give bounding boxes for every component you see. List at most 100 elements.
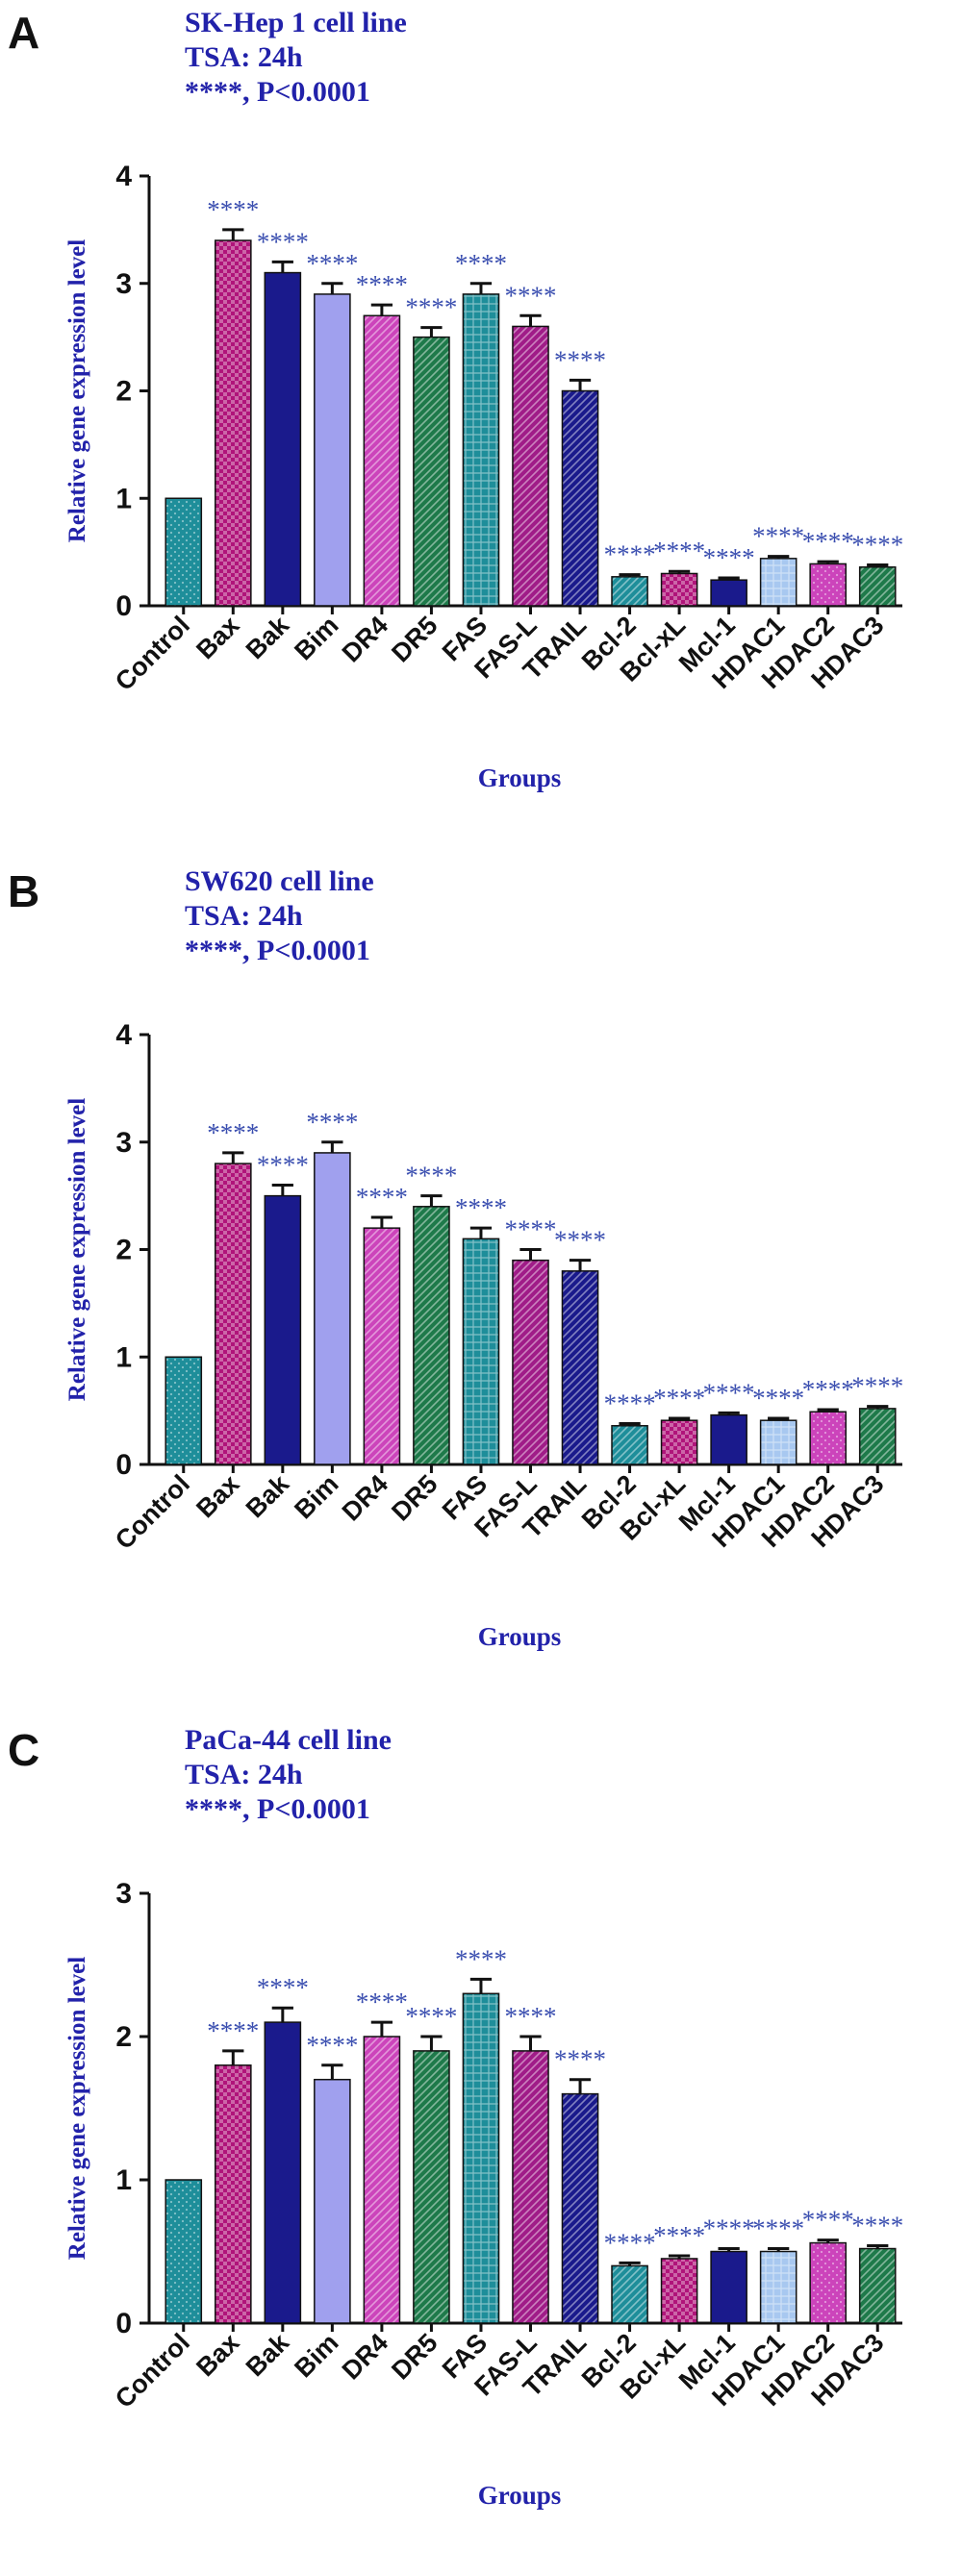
significance-label: **** [653, 2221, 705, 2250]
significance-label: **** [851, 2212, 903, 2240]
bar-bak [265, 273, 300, 606]
chart-title-line: ****, P<0.0001 [185, 1793, 370, 1825]
y-axis-title: Relative gene expression level [64, 1098, 90, 1401]
bar-mcl-1 [711, 2252, 747, 2324]
bar-hdac3 [860, 567, 896, 606]
significance-label: **** [455, 1193, 507, 1222]
category-label: Bak [240, 1468, 295, 1523]
x-axis-title: Groups [478, 763, 562, 792]
y-tick-label: 0 [115, 1449, 132, 1481]
significance-label: **** [554, 2045, 606, 2074]
bar-trail [562, 1271, 597, 1464]
bar-hdac1 [761, 559, 797, 606]
category-label: Bak [240, 2327, 295, 2382]
x-axis-title: Groups [478, 1622, 562, 1651]
bar-fas [463, 1238, 498, 1464]
category-label: Bax [190, 2328, 244, 2382]
significance-label: **** [356, 1183, 408, 1212]
category-label: Bax [190, 1469, 244, 1523]
significance-label: **** [306, 249, 358, 278]
significance-label: **** [356, 270, 408, 299]
chart-title-line: ****, P<0.0001 [185, 935, 370, 966]
significance-label: **** [455, 1944, 507, 1973]
bar-bim [315, 2080, 350, 2323]
category-label: Bim [289, 2328, 343, 2383]
significance-label: **** [306, 1108, 358, 1137]
y-tick-label: 2 [115, 376, 132, 408]
category-label: DR5 [386, 2328, 443, 2385]
significance-label: **** [851, 1372, 903, 1401]
bar-hdac1 [761, 1420, 797, 1464]
bar-fas [463, 1993, 498, 2323]
significance-label: **** [752, 2214, 804, 2243]
significance-label: **** [554, 345, 606, 374]
significance-label: **** [604, 2228, 656, 2257]
bar-hdac3 [860, 2249, 896, 2323]
y-tick-label: 0 [115, 2308, 132, 2339]
significance-label: **** [505, 281, 557, 310]
bar-dr4 [364, 315, 399, 606]
x-axis-title: Groups [478, 2481, 562, 2510]
significance-label: **** [505, 1215, 557, 1244]
bar-bcl-xl [662, 1420, 697, 1464]
significance-label: **** [752, 1384, 804, 1413]
bar-mcl-1 [711, 580, 747, 606]
category-label: DR5 [386, 611, 443, 667]
category-label: Control [110, 611, 195, 696]
bar-hdac3 [860, 1409, 896, 1464]
significance-label: **** [653, 1384, 705, 1413]
bar-dr4 [364, 2037, 399, 2323]
y-tick-label: 2 [115, 1235, 132, 1266]
bar-hdac1 [761, 2252, 797, 2324]
significance-label: **** [207, 1118, 259, 1147]
significance-label: **** [802, 1375, 854, 1404]
panel-label: C [8, 1725, 39, 1775]
bar-bim [315, 294, 350, 606]
y-tick-label: 3 [115, 1127, 132, 1159]
category-label: Bim [289, 1469, 343, 1524]
significance-label: **** [851, 531, 903, 560]
significance-label: **** [604, 540, 656, 569]
chart-title-line: SK-Hep 1 cell line [185, 7, 407, 38]
y-tick-label: 3 [115, 1878, 132, 1910]
bar-dr5 [414, 2051, 449, 2323]
figure: A SK-Hep 1 cell lineTSA: 24h****, P<0.000… [0, 0, 962, 2576]
chart-title-line: ****, P<0.0001 [185, 76, 370, 108]
category-label: Bim [289, 611, 343, 665]
panel-label: B [8, 866, 39, 916]
significance-label: **** [604, 1389, 656, 1418]
bar-bak [265, 1196, 300, 1464]
category-label: DR4 [337, 1469, 393, 1526]
y-tick-label: 4 [115, 1019, 132, 1051]
significance-label: **** [752, 522, 804, 551]
chart-title-line: TSA: 24h [185, 1759, 303, 1790]
y-tick-label: 3 [115, 268, 132, 300]
category-label: DR4 [337, 2328, 393, 2385]
significance-label: **** [455, 249, 507, 278]
bar-bcl-xl [662, 573, 697, 606]
significance-label: **** [554, 1226, 606, 1255]
bar-hdac2 [810, 1412, 846, 1464]
bar-bcl-2 [612, 2265, 647, 2323]
significance-label: **** [257, 227, 309, 256]
significance-label: **** [257, 1973, 309, 2002]
significance-label: **** [306, 2031, 358, 2060]
y-tick-label: 2 [115, 2021, 132, 2053]
bar-hdac2 [810, 563, 846, 606]
bar-dr5 [414, 338, 449, 606]
y-axis-title: Relative gene expression level [64, 1957, 90, 2260]
category-label: Bax [190, 611, 244, 664]
chart-title-line: TSA: 24h [185, 41, 303, 73]
category-label: Bak [240, 610, 295, 664]
significance-label: **** [802, 2206, 854, 2235]
y-tick-label: 0 [115, 590, 132, 622]
bar-control [165, 1357, 201, 1464]
bar-bcl-xl [662, 2259, 697, 2323]
significance-label: **** [207, 195, 259, 224]
bar-bcl-2 [612, 577, 647, 606]
y-axis-title: Relative gene expression level [64, 239, 90, 542]
chart-title-line: SW620 cell line [185, 865, 374, 897]
